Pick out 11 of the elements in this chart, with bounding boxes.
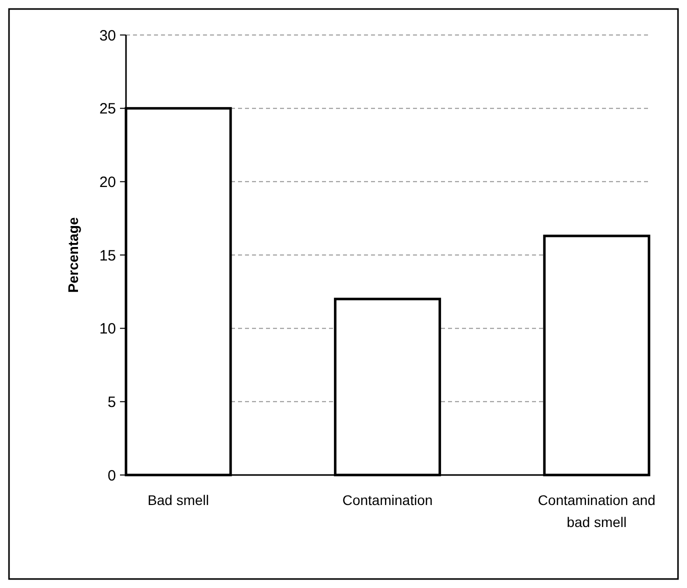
y-axis-title: Percentage: [65, 217, 81, 293]
y-tick-label: 25: [99, 100, 116, 118]
x-tick-label: Contamination and bad smell: [538, 492, 656, 530]
y-tick-label: 10: [99, 320, 116, 338]
y-tick-label: 0: [108, 467, 116, 484]
x-tick-label: Bad smell: [148, 492, 210, 508]
y-tick-label: 5: [108, 394, 116, 411]
y-tick-label: 20: [99, 174, 116, 191]
y-tick-label: 15: [99, 247, 116, 264]
x-tick-label: Contamination: [342, 492, 433, 508]
y-tick-label: 30: [99, 27, 116, 44]
